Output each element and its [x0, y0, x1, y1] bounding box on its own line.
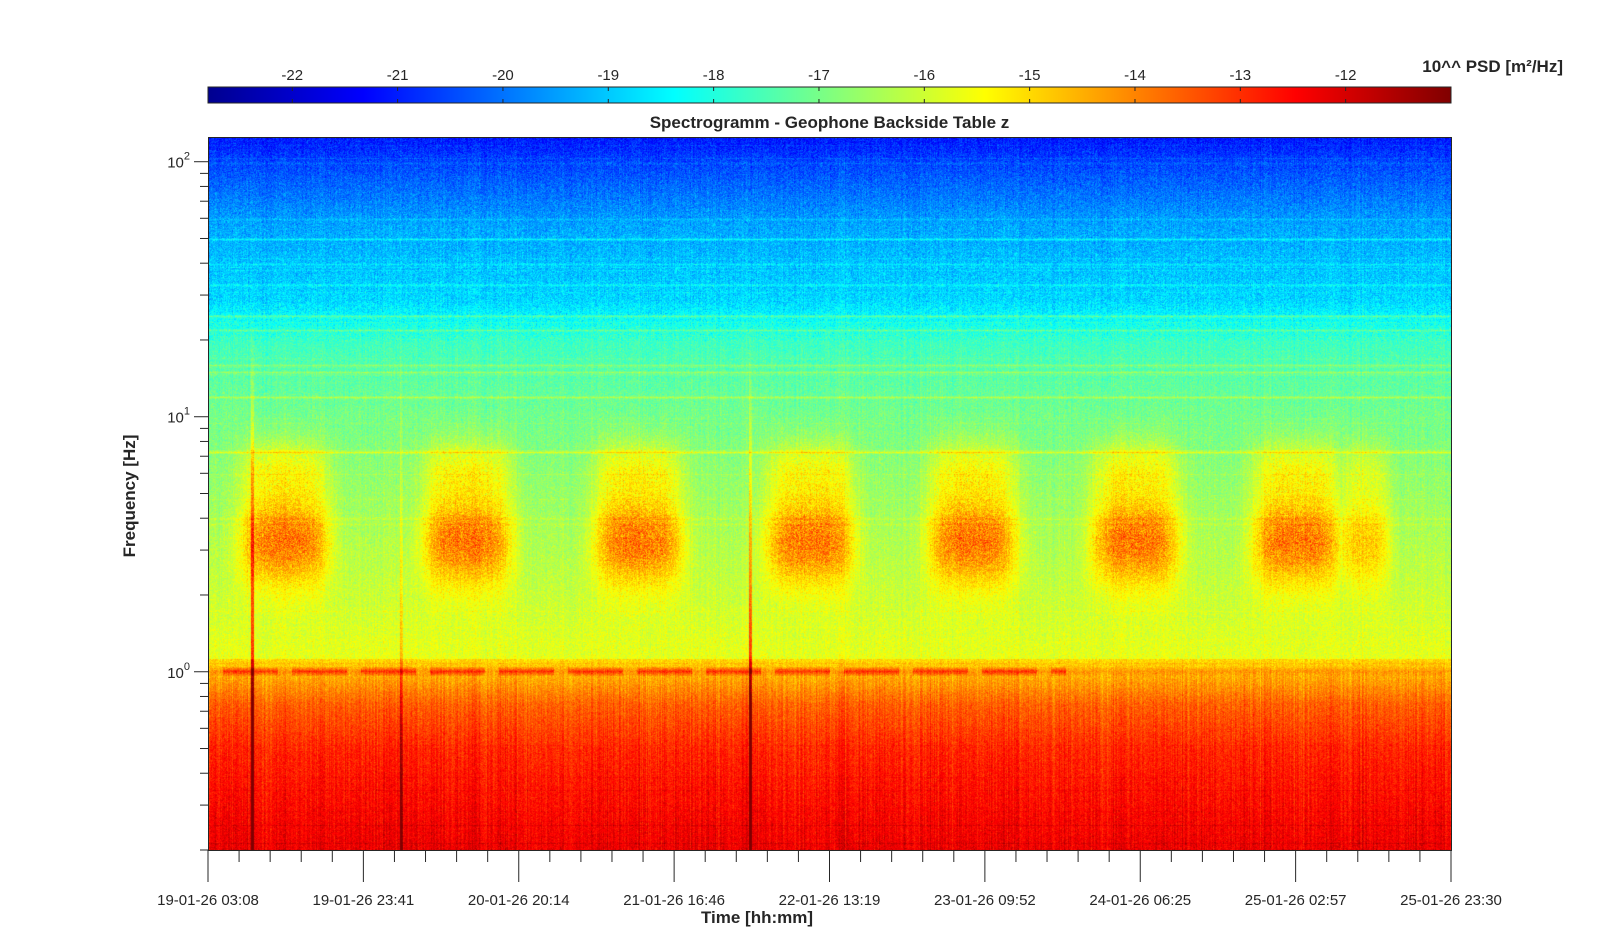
y-tick-label: 100 — [167, 661, 190, 682]
colorbar-label: 10^^ PSD [m²/Hz] — [1422, 57, 1563, 76]
x-tick-label: 25-01-26 02:57 — [1245, 892, 1347, 909]
colorbar-tick-label: -14 — [1124, 67, 1146, 84]
x-tick-label: 21-01-26 16:46 — [623, 892, 725, 909]
colorbar-tick-label: -18 — [703, 67, 725, 84]
colorbar-tick-label: -21 — [387, 67, 409, 84]
colorbar-tick-label: -16 — [913, 67, 935, 84]
colorbar-tick-label: -19 — [597, 67, 619, 84]
colorbar-tick-label: -13 — [1229, 67, 1251, 84]
x-tick-label: 22-01-26 13:19 — [779, 892, 881, 909]
plot-area: 100 101 102 19-01-26 03:08 19-01-26 23:41 20… — [157, 137, 1502, 909]
colorbar-tick-label: -15 — [1019, 67, 1041, 84]
colorbar-tick-label: -20 — [492, 67, 514, 84]
y-tick-label: 101 — [167, 406, 190, 427]
x-tick-label: 19-01-26 03:08 — [157, 892, 259, 909]
x-tick-label: 20-01-26 20:14 — [468, 892, 570, 909]
colorbar: -22 -21 -20 -19 -18 -17 -16 -15 -14 -13 -12 10^^ P… — [207, 57, 1563, 104]
colorbar-tick-label: -22 — [281, 67, 303, 84]
x-axis-title: Time [hh:mm] — [701, 908, 813, 927]
y-tick-label: 102 — [167, 151, 190, 172]
colorbar-ticks: -22 -21 -20 -19 -18 -17 -16 -15 -14 -13 -12 — [281, 67, 1357, 103]
spectrogram-image — [209, 138, 1451, 850]
chart-title: Spectrogramm - Geophone Backside Table z — [650, 113, 1010, 132]
x-tick-label: 24-01-26 06:25 — [1089, 892, 1191, 909]
y-axis-ticks: 100 101 102 — [167, 151, 208, 851]
colorbar-tick-label: -12 — [1335, 67, 1357, 84]
x-axis-ticks: 19-01-26 03:08 19-01-26 23:41 20-01-26 20:… — [157, 850, 1502, 909]
x-tick-label: 25-01-26 23:30 — [1400, 892, 1502, 909]
colorbar-gradient — [207, 86, 1452, 104]
colorbar-tick-label: -17 — [808, 67, 830, 84]
y-axis-title: Frequency [Hz] — [120, 435, 139, 558]
x-tick-label: 23-01-26 09:52 — [934, 892, 1036, 909]
x-tick-label: 19-01-26 23:41 — [313, 892, 415, 909]
